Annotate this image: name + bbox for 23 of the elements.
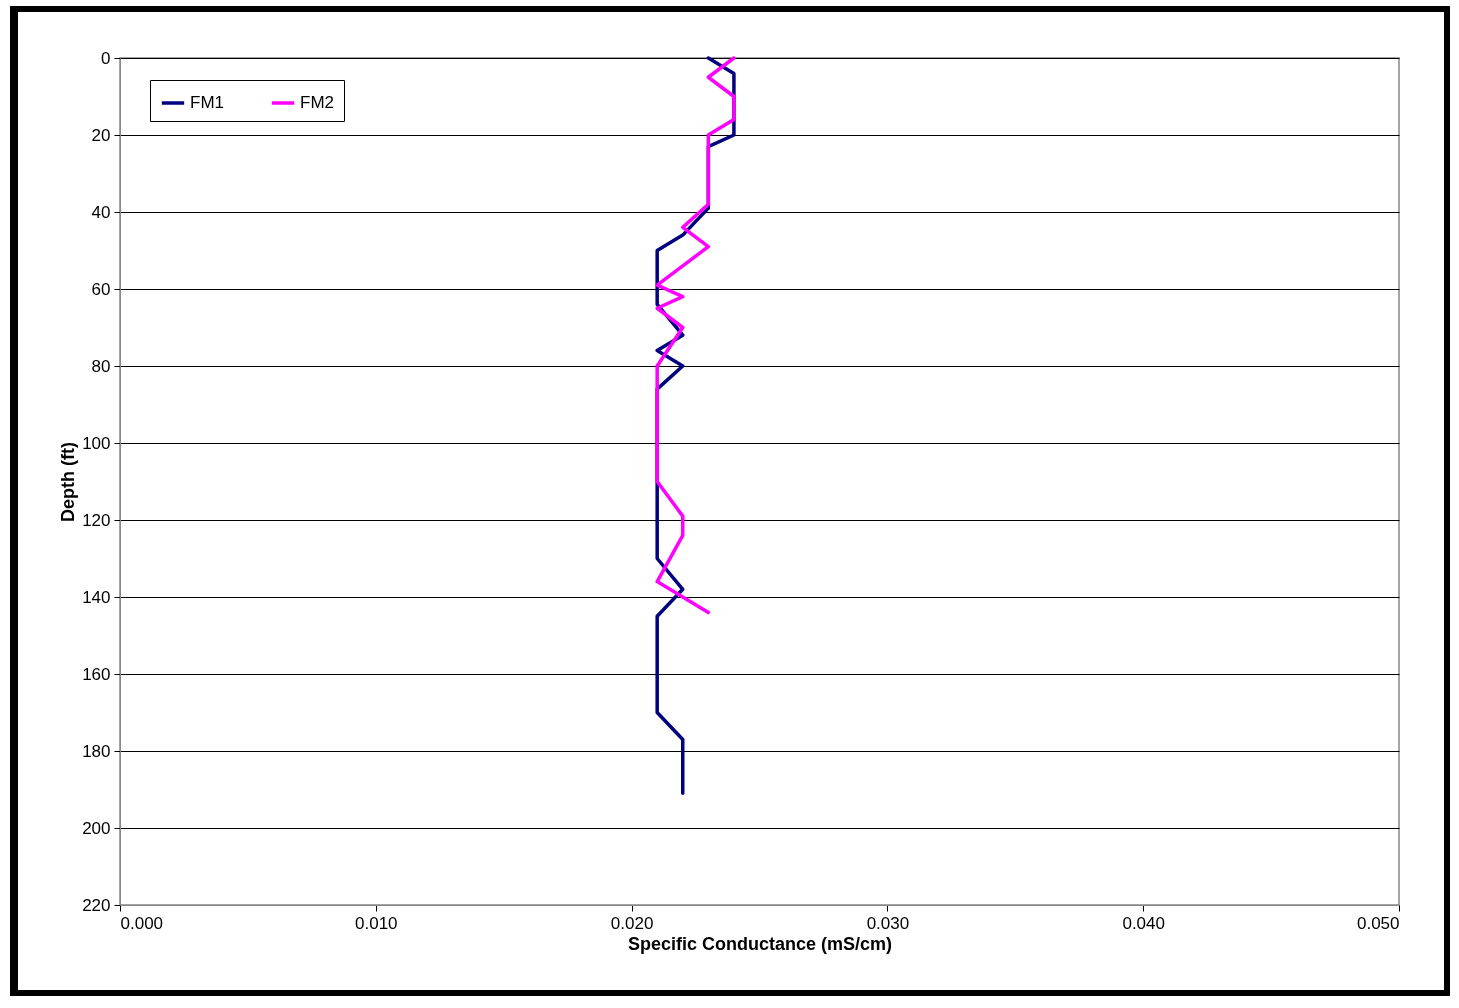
x-tick-label: 0.040 — [1122, 913, 1165, 933]
y-tick-label: 120 — [82, 510, 111, 530]
legend-label: FM1 — [190, 93, 224, 112]
y-tick-label: 0 — [101, 48, 111, 68]
line-series — [655, 56, 736, 615]
x-tick-label: 0.020 — [610, 913, 654, 933]
x-tick-label: 0.010 — [355, 913, 398, 933]
x-tick-label: 0.000 — [120, 913, 164, 933]
x-tick-label: 0.030 — [866, 913, 910, 933]
y-tick-label: 80 — [91, 356, 111, 376]
y-tick-label: 180 — [82, 741, 111, 761]
x-tick-label: 0.050 — [1356, 913, 1400, 933]
y-tick-label: 220 — [82, 895, 111, 915]
y-tick-label: 60 — [91, 279, 111, 299]
y-tick-label: 40 — [91, 202, 111, 222]
y-tick-label: 100 — [82, 433, 111, 453]
y-tick-label: 200 — [82, 818, 111, 838]
y-tick-label: 160 — [82, 664, 111, 684]
legend-label: FM2 — [300, 93, 334, 112]
y-tick-label: 140 — [82, 587, 111, 607]
y-axis-title: Depth (ft) — [58, 442, 79, 522]
y-tick-label: 20 — [91, 125, 111, 145]
x-axis-title: Specific Conductance (mS/cm) — [627, 933, 893, 954]
